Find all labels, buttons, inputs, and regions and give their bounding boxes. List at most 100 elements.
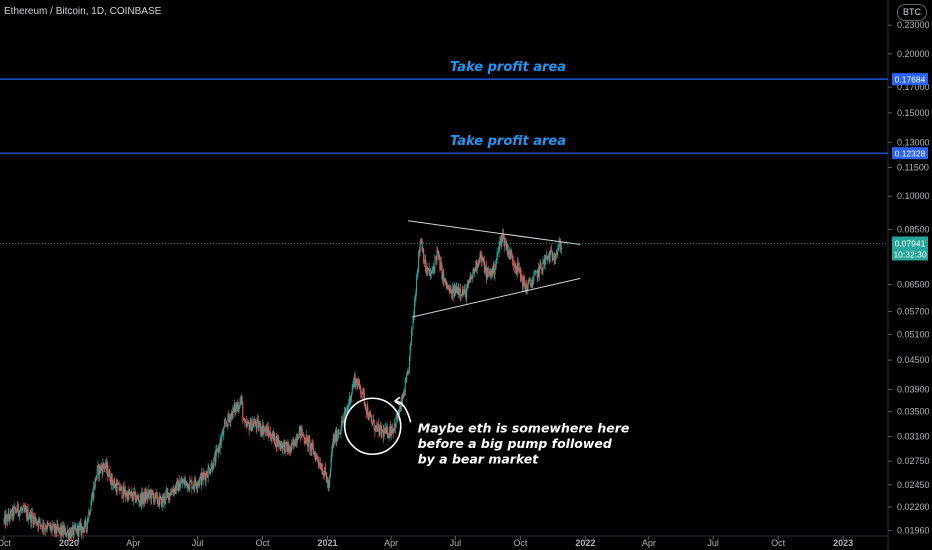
candle-body: [311, 443, 313, 450]
candle-body: [423, 261, 425, 263]
candle-body: [218, 446, 221, 450]
candle-body: [25, 509, 27, 510]
x-tick-label: 2023: [833, 538, 853, 548]
candle-body: [346, 407, 348, 411]
triangle-lower-line: [412, 277, 581, 318]
candle-body: [231, 412, 233, 419]
candle-body: [202, 473, 204, 480]
candle-body: [19, 510, 21, 516]
candle-body: [19, 510, 21, 512]
level-price-badge: [892, 73, 928, 86]
candle-body: [242, 418, 245, 421]
candle-body: [322, 468, 324, 475]
candle-body: [214, 456, 216, 462]
candle-body: [419, 243, 421, 253]
candle-body: [11, 510, 13, 517]
candle-body: [255, 424, 257, 429]
candle-body: [12, 507, 14, 517]
candle-body: [70, 530, 72, 538]
candle-body: [394, 423, 396, 429]
candle-body: [55, 531, 57, 533]
candle-body: [151, 490, 153, 500]
candle-body: [262, 424, 264, 434]
candle-body: [328, 485, 330, 488]
candle-body: [319, 462, 321, 466]
candle-body: [165, 494, 167, 502]
candle-body: [276, 436, 278, 447]
candle-body: [207, 467, 209, 478]
candle-body: [118, 482, 120, 491]
candle-body: [485, 266, 488, 280]
candle-body: [346, 410, 348, 412]
candle-body: [319, 462, 322, 470]
candle-body: [127, 490, 129, 501]
candle-body: [62, 526, 64, 536]
candle-body: [425, 271, 428, 273]
candle-body: [446, 284, 448, 289]
candle-body: [386, 427, 388, 431]
candle-body: [238, 406, 240, 408]
candle-body: [196, 486, 198, 488]
candle-body: [402, 393, 404, 397]
y-tick-label: 0.04500: [897, 355, 930, 365]
candle-body: [280, 442, 282, 449]
candle-body: [103, 465, 105, 468]
candle-body: [416, 277, 418, 293]
candle-body: [421, 241, 423, 252]
candle-body: [51, 527, 53, 531]
candle-body: [516, 267, 518, 273]
candle-body: [55, 524, 57, 532]
candle-body: [430, 273, 432, 275]
candle-body: [376, 426, 378, 428]
candle-body: [413, 302, 415, 315]
candle-body: [350, 396, 352, 404]
candle-body: [492, 268, 494, 274]
candle-body: [537, 268, 539, 279]
candle-body: [275, 436, 277, 445]
candle-body: [462, 289, 464, 295]
candle-body: [170, 490, 173, 495]
currency-button[interactable]: BTC: [897, 4, 927, 21]
y-tick-label: 0.05100: [897, 329, 930, 339]
candle-body: [60, 528, 62, 534]
price-axis-panel: [888, 0, 932, 550]
candle-body: [110, 474, 112, 484]
candle-body: [332, 438, 334, 444]
candle-body: [54, 524, 56, 531]
candle-body: [481, 257, 483, 261]
candle-body: [418, 251, 420, 253]
candle-body: [382, 430, 384, 437]
candle-body: [254, 420, 257, 425]
candle-body: [302, 434, 305, 437]
candle-body: [179, 486, 181, 491]
candle-body: [147, 493, 149, 498]
candle-body: [164, 501, 166, 503]
candle-body: [552, 257, 554, 261]
candle-body: [480, 255, 483, 261]
x-tick-label: Oct: [771, 538, 786, 548]
candle-body: [463, 293, 465, 295]
candle-body: [266, 427, 269, 436]
candle-body: [93, 486, 96, 489]
x-tick-label: Apr: [642, 538, 656, 548]
y-tick-label: 0.03500: [897, 407, 930, 417]
candle-body: [20, 509, 22, 511]
candle-body: [43, 528, 45, 530]
candle-body: [428, 267, 430, 271]
candle-body: [383, 429, 385, 437]
candle-body: [189, 480, 192, 482]
candle-body: [197, 481, 199, 485]
candle-body: [356, 383, 358, 388]
y-tick-label: 0.02200: [897, 502, 930, 512]
candle-body: [197, 484, 199, 488]
candle-body: [351, 386, 353, 394]
candle-body: [501, 238, 503, 244]
candle-body: [93, 486, 95, 498]
candle-body: [176, 481, 178, 483]
candle-body: [385, 427, 387, 431]
candle-body: [475, 260, 477, 271]
candle-body: [246, 423, 248, 426]
candle-body: [488, 272, 490, 274]
candle-body: [560, 246, 562, 250]
